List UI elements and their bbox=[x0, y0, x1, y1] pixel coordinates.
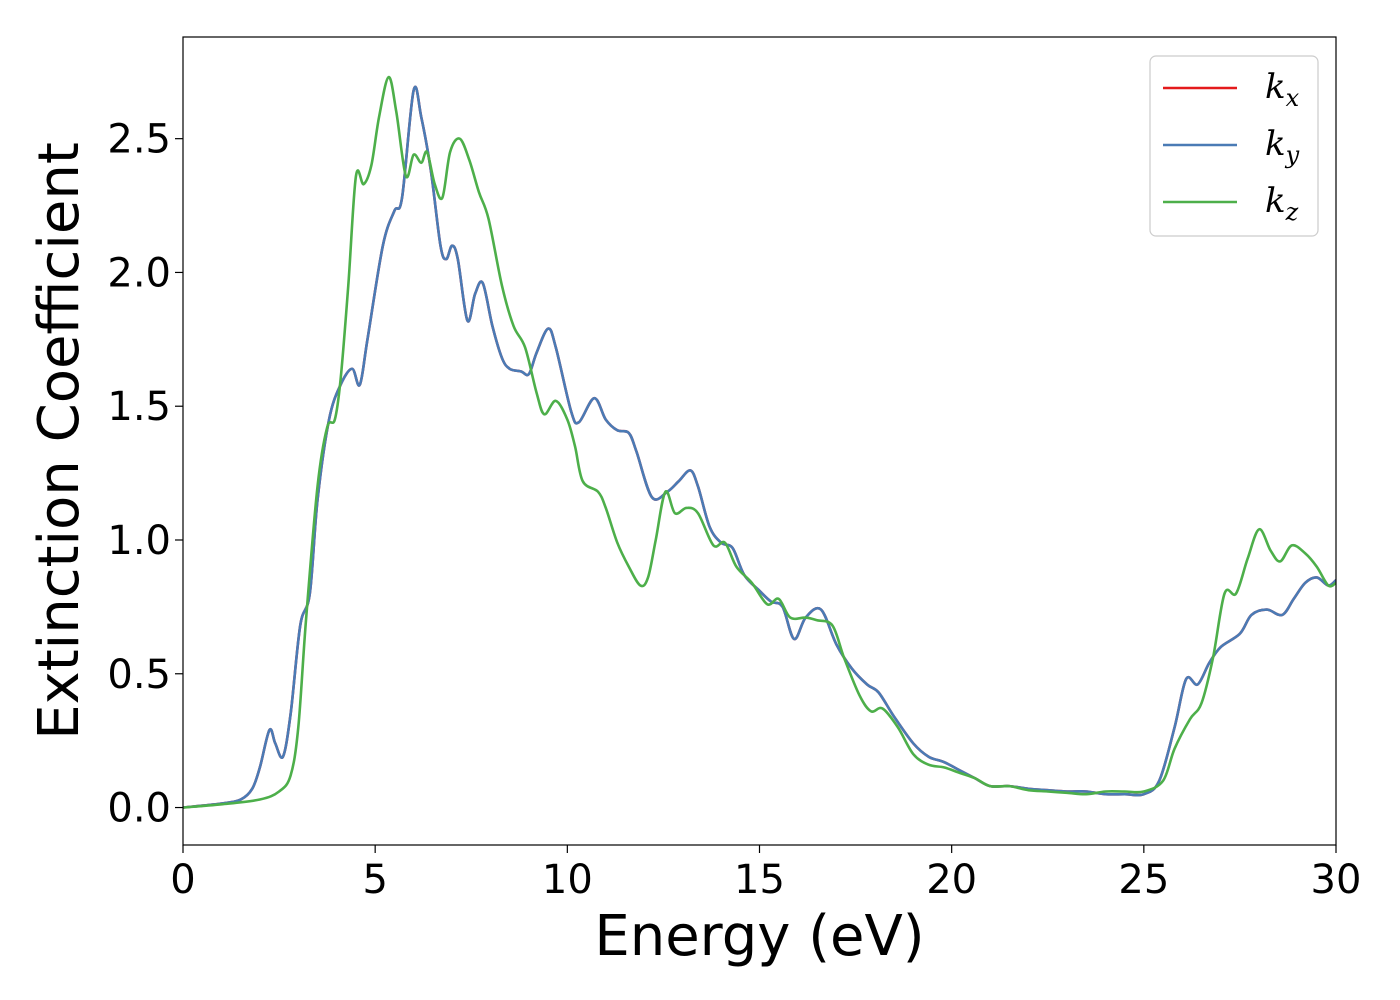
y-tick-label: 2.5 bbox=[107, 117, 171, 163]
x-tick-label: 10 bbox=[542, 857, 593, 903]
legend-label-k-x: kx bbox=[1265, 67, 1300, 112]
x-tick-label: 0 bbox=[170, 857, 195, 903]
x-tick-label: 25 bbox=[1118, 857, 1169, 903]
legend-label-base: k bbox=[1265, 124, 1286, 164]
x-tick-label: 5 bbox=[362, 857, 387, 903]
x-tick-label: 15 bbox=[734, 857, 785, 903]
legend-label-k-y: ky bbox=[1265, 124, 1300, 169]
y-axis-ticks: 0.0 0.5 1.0 1.5 2.0 2.5 bbox=[107, 117, 183, 832]
legend-label-base: k bbox=[1265, 181, 1286, 221]
y-tick-label: 1.5 bbox=[107, 384, 171, 430]
legend-label-subscript: z bbox=[1285, 198, 1299, 226]
x-tick-label: 20 bbox=[926, 857, 977, 903]
series-layer bbox=[183, 75, 1336, 809]
y-axis-title: Extinction Coefficient bbox=[27, 142, 92, 740]
legend-label-base: k bbox=[1265, 67, 1286, 107]
legend-label-subscript: y bbox=[1285, 141, 1300, 169]
y-tick-label: 0.5 bbox=[107, 652, 171, 698]
y-tick-label: 2.0 bbox=[107, 250, 171, 296]
y-tick-label: 0.0 bbox=[107, 786, 171, 832]
x-axis-ticks: 0 5 10 15 20 25 30 bbox=[170, 845, 1361, 903]
plot-background bbox=[183, 37, 1336, 845]
series-line-k-z bbox=[183, 75, 1336, 809]
legend-label-subscript: x bbox=[1286, 84, 1300, 112]
x-tick-label: 30 bbox=[1311, 857, 1362, 903]
x-axis-title: Energy (eV) bbox=[594, 904, 924, 969]
y-tick-label: 1.0 bbox=[107, 518, 171, 564]
legend-label-k-z: kz bbox=[1265, 181, 1299, 226]
